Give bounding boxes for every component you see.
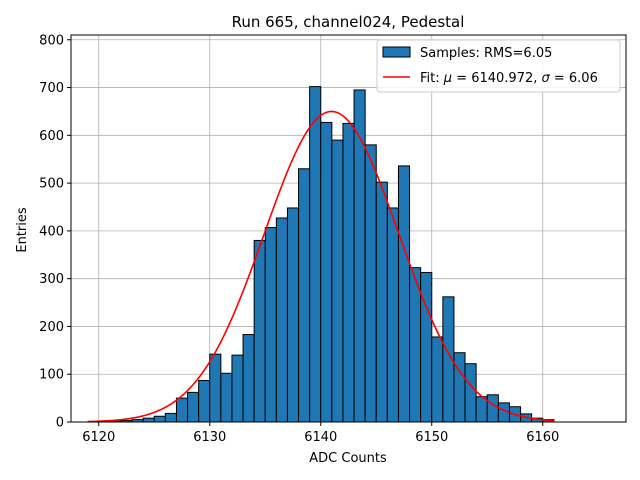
histogram-bar — [142, 417, 155, 423]
legend: Samples: RMS=6.05 Fit: μ = 6140.972, σ =… — [376, 39, 621, 93]
legend-fit-sigma-value: = 6.06 — [550, 71, 598, 86]
histogram-bar — [286, 207, 300, 423]
histogram-bar — [275, 217, 288, 423]
legend-fit-label: Fit: μ = 6140.972, σ = 6.06 — [420, 71, 598, 86]
x-tick-label: 6150 — [415, 430, 448, 445]
histogram-bar — [386, 207, 399, 423]
histogram-bar — [187, 391, 200, 423]
x-tick-label: 6120 — [82, 430, 115, 445]
histogram-bar — [331, 139, 344, 423]
y-tick-label: 300 — [39, 272, 64, 287]
histogram-bar — [342, 122, 355, 423]
y-tick-label: 0 — [56, 416, 64, 431]
y-tick-label: 100 — [39, 368, 64, 383]
histogram-bar — [253, 239, 266, 423]
y-tick-label: 400 — [39, 224, 64, 239]
histogram-bar — [364, 144, 377, 423]
x-tick-label: 6140 — [304, 430, 337, 445]
histogram-bar — [353, 89, 366, 423]
histogram-bar — [153, 415, 166, 423]
histogram-bar — [209, 353, 222, 423]
y-tick-label: 800 — [39, 33, 64, 48]
histogram-bar — [375, 181, 388, 423]
legend-box — [376, 39, 621, 93]
x-tick-label: 6130 — [193, 430, 226, 445]
legend-histogram-swatch — [382, 46, 411, 58]
histogram-bars — [109, 86, 555, 423]
y-tick-label: 600 — [39, 129, 64, 144]
y-tick-label: 200 — [39, 320, 64, 335]
histogram-bar — [475, 396, 488, 423]
y-axis-title: Entries — [15, 207, 30, 253]
chart-title: Run 665, channel024, Pedestal — [232, 13, 465, 31]
histogram-bar — [464, 363, 477, 423]
histogram-bar — [242, 334, 255, 423]
legend-fit-mu-value: = 6140.972, — [452, 71, 541, 86]
histogram-bar — [309, 86, 322, 423]
legend-fit-mu-symbol: μ — [443, 71, 452, 86]
histogram-bar — [409, 267, 422, 423]
x-tick-label: 6160 — [526, 430, 559, 445]
legend-fit-sigma-symbol: σ — [542, 71, 551, 86]
legend-fit-prefix: Fit: — [420, 71, 444, 86]
histogram-bar — [220, 372, 233, 423]
x-axis-title: ADC Counts — [309, 451, 387, 466]
histogram-bar — [453, 352, 466, 423]
histogram-bar — [164, 412, 177, 423]
histogram-bar — [298, 168, 311, 423]
histogram-bar — [198, 379, 211, 423]
legend-histogram-label: Samples: RMS=6.05 — [420, 46, 552, 61]
x-axis-ticks: 6120 6130 6140 6150 6160 — [82, 422, 559, 445]
histogram-bar — [397, 165, 411, 423]
histogram-bar — [320, 121, 333, 423]
histogram-bar — [175, 397, 189, 423]
y-tick-label: 500 — [39, 177, 64, 192]
histogram-bar — [431, 336, 444, 423]
histogram-bar — [231, 354, 244, 423]
y-tick-label: 700 — [39, 81, 64, 96]
histogram-bar — [420, 271, 433, 423]
fit-curve — [87, 110, 554, 423]
y-axis-ticks: 0 100 200 300 400 500 600 700 800 — [39, 33, 71, 431]
histogram-bar — [264, 227, 277, 423]
plot-frame — [70, 34, 627, 423]
histogram-bar — [486, 394, 499, 423]
